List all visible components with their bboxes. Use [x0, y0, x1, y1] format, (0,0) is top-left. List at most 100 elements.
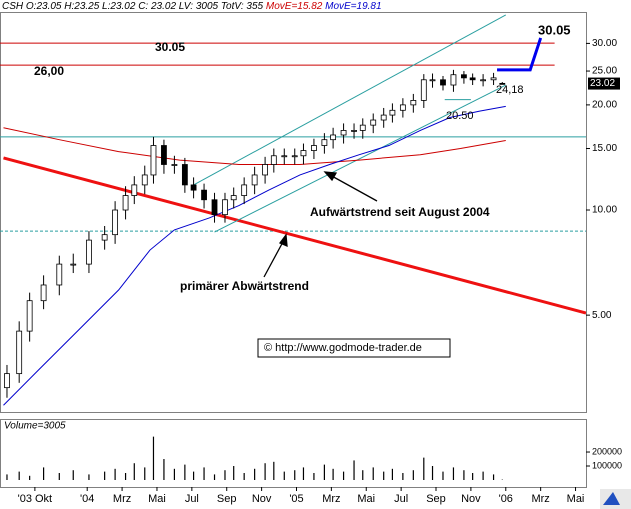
marks: 5.00 10.00 15.00 20.00 25.00 30.00 '03 Okt '04 M…	[6, 38, 622, 505]
candle-body	[181, 164, 188, 186]
nav-icon[interactable]	[603, 492, 620, 505]
quote: CSH O:23.05 H:23.25 L:23.02 C: 23.02 LV:…	[2, 1, 264, 12]
candle-body	[420, 79, 427, 101]
candle-body	[380, 114, 387, 121]
candle-body	[141, 174, 148, 186]
candle-body	[131, 184, 138, 196]
x-tick-label: '03 Okt	[18, 493, 53, 505]
arrows	[263, 171, 378, 278]
annotation: 24,18	[496, 84, 524, 96]
candle-body	[251, 174, 258, 186]
ma-blue: MovE=19.81	[325, 1, 381, 12]
annotation-line	[497, 37, 543, 72]
y-tick-label: 25.00	[592, 66, 617, 77]
candle-body	[429, 79, 436, 82]
annotation-line	[214, 84, 506, 233]
candle-body	[201, 189, 207, 201]
x-tick-label: Jul	[185, 493, 199, 505]
candle-body	[222, 199, 228, 216]
credit: © http://www.godmode-trader.de	[264, 342, 422, 354]
candle-body	[330, 134, 337, 141]
last-price-box	[588, 77, 620, 90]
annotation: 20.50	[446, 110, 474, 122]
volume-title: Volume=3005	[4, 421, 66, 432]
x-tick-label: Mrz	[113, 493, 131, 505]
candle-body	[311, 145, 317, 151]
candle-body	[300, 150, 307, 157]
candle-body	[410, 100, 417, 106]
x-tick-label: Nov	[252, 493, 272, 505]
moving-average	[3, 105, 506, 406]
candle-body	[370, 119, 377, 126]
candle-body	[340, 130, 347, 136]
candle-body	[351, 130, 357, 132]
candle-body	[211, 199, 218, 216]
candle-body	[440, 79, 446, 86]
candle-body	[281, 155, 288, 158]
candle-body	[499, 82, 506, 85]
x-tick-label: '04	[80, 493, 94, 505]
candle-body	[262, 164, 268, 176]
candle-body	[291, 155, 298, 158]
y-tick-label: 15.00	[592, 143, 617, 154]
x-tick-label: Mai	[357, 493, 375, 505]
candle-body	[321, 139, 328, 146]
credit-box	[257, 338, 451, 358]
annotation: Aufwärtstrend seit August 2004	[310, 205, 490, 219]
last-price: 23.02	[590, 78, 615, 89]
candle-body	[26, 300, 33, 332]
y-tick-label: 100000	[592, 460, 622, 470]
moving-average	[3, 127, 506, 165]
y-tick-label: 30.00	[592, 38, 617, 49]
annotation-line	[3, 156, 586, 315]
candle-body	[190, 184, 197, 191]
candle-body	[399, 104, 406, 111]
candle-body	[161, 145, 167, 165]
candle-body	[469, 77, 476, 81]
candle-body	[171, 164, 178, 166]
candle-body	[112, 209, 119, 236]
y-tick-label: 10.00	[592, 205, 617, 216]
candle-body	[389, 109, 396, 116]
candle-body	[461, 74, 467, 79]
candle-body	[359, 124, 366, 131]
x-tick-label: '06	[499, 493, 513, 505]
annotation: 26,00	[34, 64, 64, 78]
candle-body	[101, 234, 108, 241]
candle-body	[122, 195, 129, 211]
candle-body	[480, 79, 487, 82]
volume-panel	[0, 419, 587, 488]
candle-body	[270, 155, 277, 165]
annotation: 30.05	[538, 22, 571, 37]
candle-body	[86, 239, 92, 265]
ma-red: MovE=15.82	[266, 1, 323, 12]
candle-body	[4, 373, 10, 389]
candle-body	[230, 195, 237, 201]
x-tick-label: Mai	[567, 493, 585, 505]
y-tick-label: 5.00	[592, 310, 612, 321]
y-tick-label: 200000	[592, 446, 622, 456]
candle-body	[16, 330, 23, 375]
candle-body	[40, 284, 47, 302]
x-tick-label: Jul	[394, 493, 408, 505]
x-tick-label: Sep	[426, 493, 446, 505]
annotation-line	[193, 14, 507, 186]
y-tick-label: 20.00	[592, 100, 617, 111]
candle-body	[150, 145, 157, 176]
annotation: 30.05	[155, 40, 185, 54]
candle-body	[241, 184, 248, 196]
plot	[0, 14, 586, 406]
candle-body	[70, 263, 77, 266]
annotation: primärer Abwärtstrend	[180, 279, 309, 293]
x-tick-label: Mrz	[322, 493, 340, 505]
x-tick-label: Nov	[461, 493, 481, 505]
x-tick-label: '05	[289, 493, 303, 505]
x-tick-label: Mrz	[531, 493, 549, 505]
x-tick-label: Sep	[217, 493, 237, 505]
candle-body	[450, 74, 457, 86]
candle-body	[490, 77, 497, 81]
x-tick-label: Mai	[148, 493, 166, 505]
header: CSH O:23.05 H:23.25 L:23.02 C: 23.02 LV:…	[2, 1, 382, 12]
candle-body	[56, 263, 63, 286]
